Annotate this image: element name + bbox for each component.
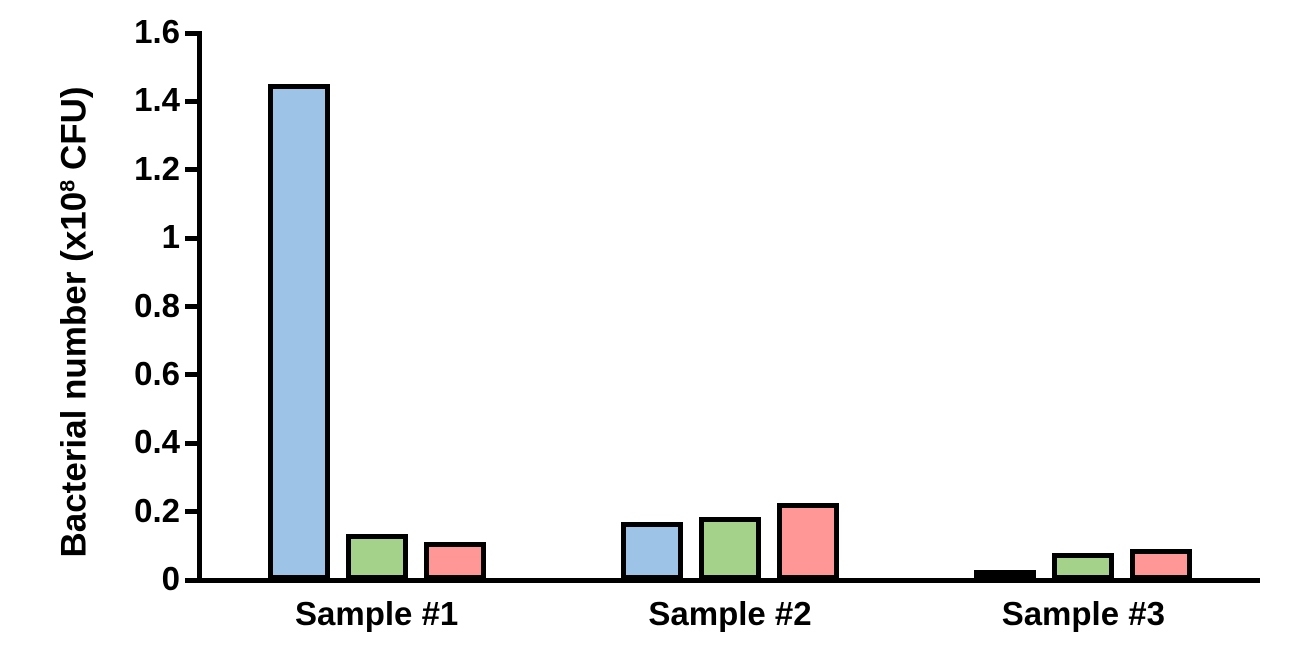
y-axis-title-superscript: 8 — [54, 179, 80, 192]
y-axis-title: Bacterial number (x108 CFU) — [54, 86, 94, 557]
y-tick-label: 0.8 — [134, 286, 180, 324]
y-tick-mark — [185, 577, 198, 583]
bar-blue-series — [974, 570, 1037, 580]
bar-green-series — [1052, 553, 1115, 580]
y-tick-mark — [185, 372, 198, 378]
x-category-label: Sample #3 — [1001, 595, 1165, 632]
y-tick-label: 1 — [161, 218, 180, 256]
y-tick-label: 0.6 — [134, 355, 180, 393]
y-tick-mark — [185, 509, 198, 515]
y-tick-mark — [185, 440, 198, 446]
bar-green-series — [699, 517, 761, 580]
x-category-label: Sample #1 — [295, 595, 459, 632]
y-tick-mark — [185, 167, 198, 173]
y-tick-label: 1.6 — [134, 13, 180, 51]
y-tick-label: 1.4 — [134, 81, 180, 119]
y-tick-label: 1.2 — [134, 149, 180, 187]
bar-blue-series — [621, 522, 683, 580]
bar-green-series — [345, 534, 408, 580]
y-axis-line — [197, 31, 202, 582]
y-tick-mark — [185, 98, 198, 104]
y-tick-mark — [185, 30, 198, 36]
x-axis-line — [197, 578, 1260, 583]
y-tick-label: 0.2 — [134, 491, 180, 529]
bar-red-series — [777, 503, 839, 580]
bar-blue-series — [267, 84, 330, 580]
x-category-label: Sample #2 — [648, 595, 812, 632]
bar-red-series — [1130, 549, 1193, 580]
y-tick-label: 0.4 — [134, 423, 180, 461]
y-tick-mark — [185, 235, 198, 241]
y-tick-label: 0 — [161, 560, 180, 598]
bar-red-series — [423, 542, 486, 580]
y-tick-mark — [185, 304, 198, 309]
